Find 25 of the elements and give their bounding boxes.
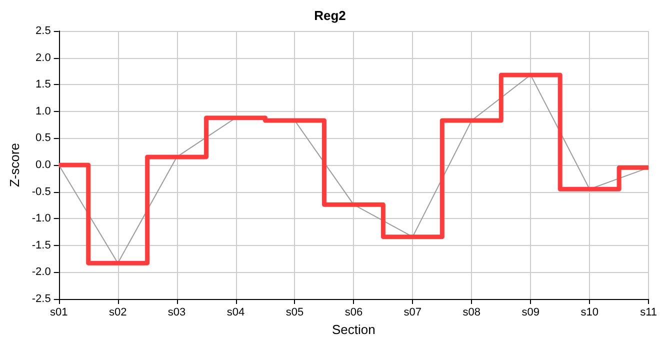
y-tick-label: 0.0 xyxy=(36,159,51,171)
x-tick-label: s10 xyxy=(580,306,598,318)
x-tick-label: s03 xyxy=(168,306,186,318)
x-tick-label: s09 xyxy=(522,306,540,318)
x-tick-label: s01 xyxy=(50,306,68,318)
chart-title: Reg2 xyxy=(314,8,346,23)
y-tick-label: 1.5 xyxy=(36,78,51,91)
y-tick-label: -2.5 xyxy=(32,293,51,305)
x-tick-label: s06 xyxy=(344,306,363,318)
x-tick-label: s07 xyxy=(404,306,422,318)
x-tick-label: s11 xyxy=(640,306,657,318)
y-tick-label: 2.5 xyxy=(36,25,51,37)
y-tick-label: -2.0 xyxy=(32,266,51,278)
x-axis-title: Section xyxy=(332,322,376,337)
x-tick-label: s02 xyxy=(108,306,127,318)
y-tick-label: 0.5 xyxy=(36,132,51,144)
y-tick-label: -0.5 xyxy=(32,186,51,198)
y-tick-label: 2.0 xyxy=(36,52,51,64)
x-tick-label: s05 xyxy=(286,306,304,318)
y-tick-label: -1.5 xyxy=(32,239,51,252)
x-tick-label: s04 xyxy=(226,306,245,318)
y-tick-label: 1.0 xyxy=(36,105,51,118)
y-axis-title: Z-score xyxy=(7,142,22,188)
x-tick-label: s08 xyxy=(462,306,481,318)
y-tick-label: -1.0 xyxy=(32,212,51,225)
